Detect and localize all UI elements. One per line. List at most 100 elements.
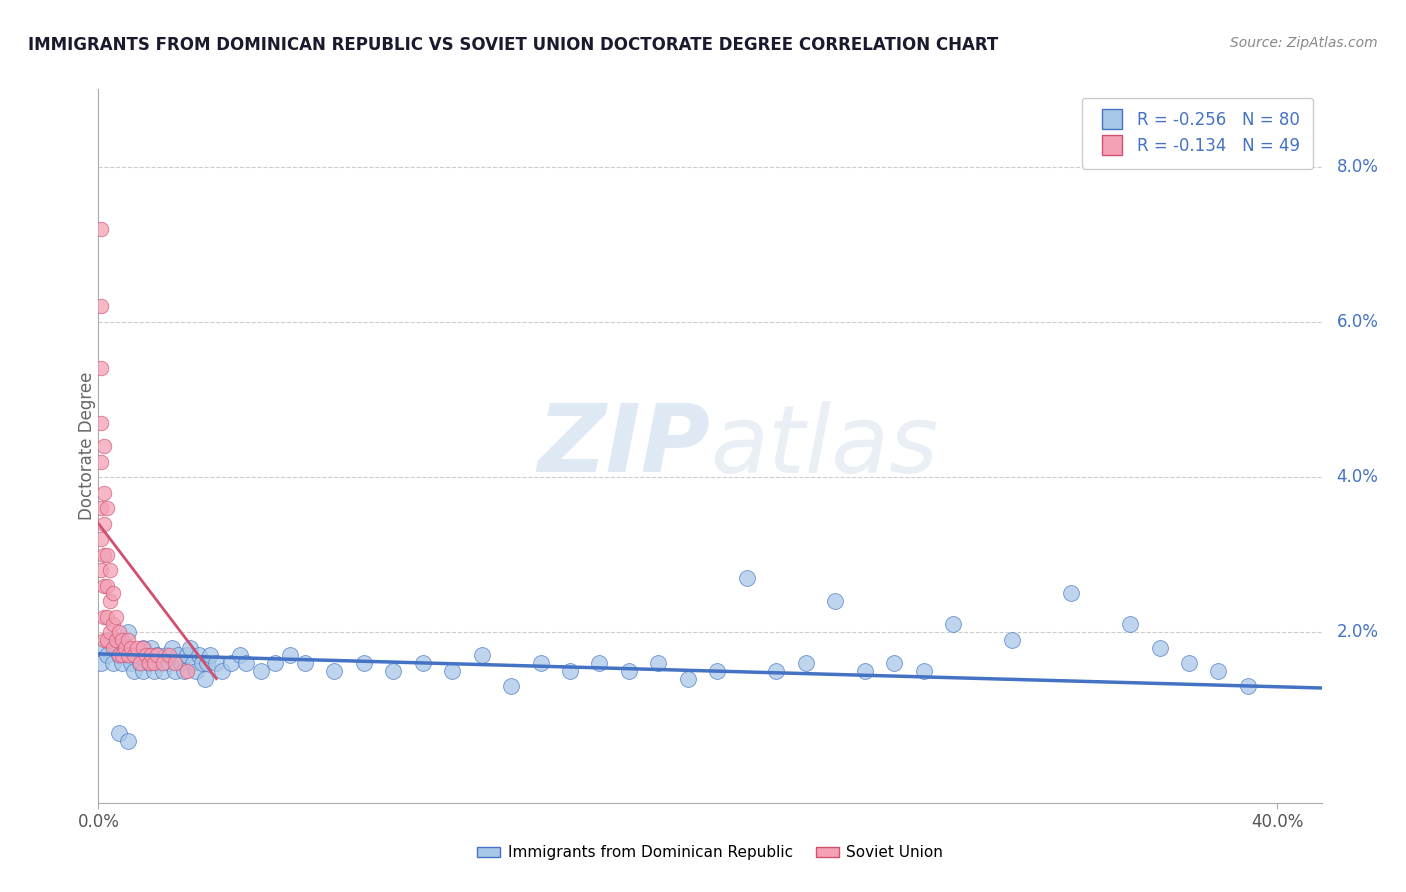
- Text: 2.0%: 2.0%: [1336, 624, 1378, 641]
- Point: [108, 625, 131, 640]
- Point: [96, 632, 118, 647]
- Point: [93, 548, 115, 562]
- Point: [120, 640, 142, 655]
- Point: [197, 656, 219, 670]
- Point: [706, 664, 728, 678]
- Point: [200, 648, 222, 663]
- Point: [125, 640, 148, 655]
- Point: [765, 664, 787, 678]
- Point: [143, 656, 166, 670]
- Point: [146, 648, 169, 663]
- Point: [382, 664, 405, 678]
- Point: [96, 548, 118, 562]
- Point: [101, 656, 124, 670]
- Point: [294, 656, 316, 670]
- Point: [187, 648, 209, 663]
- Point: [93, 579, 115, 593]
- Point: [353, 656, 375, 670]
- Point: [117, 648, 139, 663]
- Point: [278, 648, 301, 663]
- Point: [117, 625, 139, 640]
- Point: [529, 656, 551, 670]
- Point: [93, 609, 115, 624]
- Point: [90, 563, 112, 577]
- Point: [96, 648, 118, 663]
- Point: [93, 485, 115, 500]
- Point: [90, 299, 112, 313]
- Point: [1208, 664, 1230, 678]
- Point: [93, 439, 115, 453]
- Point: [114, 640, 136, 655]
- Point: [138, 656, 160, 670]
- Point: [131, 664, 153, 678]
- Point: [146, 648, 169, 663]
- Point: [141, 648, 163, 663]
- Point: [165, 664, 187, 678]
- Point: [264, 656, 287, 670]
- Point: [1060, 586, 1083, 600]
- Point: [249, 664, 271, 678]
- Point: [108, 726, 131, 740]
- Point: [170, 656, 193, 670]
- Text: ZIP: ZIP: [537, 400, 710, 492]
- Point: [152, 656, 174, 670]
- Point: [120, 656, 142, 670]
- Point: [143, 664, 166, 678]
- Point: [588, 656, 610, 670]
- Point: [176, 648, 198, 663]
- Point: [499, 680, 522, 694]
- Point: [794, 656, 817, 670]
- Point: [735, 571, 758, 585]
- Point: [111, 648, 134, 663]
- Point: [138, 656, 160, 670]
- Point: [93, 640, 115, 655]
- Point: [117, 733, 139, 747]
- Point: [193, 672, 215, 686]
- Point: [165, 656, 187, 670]
- Point: [131, 640, 153, 655]
- Point: [93, 516, 115, 531]
- Point: [90, 222, 112, 236]
- Y-axis label: Doctorate Degree: Doctorate Degree: [79, 372, 96, 520]
- Point: [90, 416, 112, 430]
- Point: [184, 664, 207, 678]
- Point: [122, 648, 145, 663]
- Point: [93, 632, 115, 647]
- Point: [157, 648, 180, 663]
- Point: [131, 640, 153, 655]
- Point: [179, 640, 201, 655]
- Point: [98, 632, 121, 647]
- Point: [105, 640, 128, 655]
- Point: [853, 664, 876, 678]
- Text: IMMIGRANTS FROM DOMINICAN REPUBLIC VS SOVIET UNION DOCTORATE DEGREE CORRELATION : IMMIGRANTS FROM DOMINICAN REPUBLIC VS SO…: [28, 36, 998, 54]
- Point: [98, 594, 121, 608]
- Point: [441, 664, 464, 678]
- Point: [205, 656, 228, 670]
- Point: [1178, 656, 1201, 670]
- Point: [219, 656, 242, 670]
- Point: [176, 664, 198, 678]
- Point: [108, 648, 131, 663]
- Point: [111, 632, 134, 647]
- Point: [229, 648, 252, 663]
- Point: [101, 640, 124, 655]
- Point: [105, 632, 128, 647]
- Point: [942, 617, 965, 632]
- Point: [558, 664, 581, 678]
- Point: [90, 532, 112, 546]
- Point: [117, 632, 139, 647]
- Point: [96, 579, 118, 593]
- Point: [90, 361, 112, 376]
- Text: 4.0%: 4.0%: [1336, 468, 1378, 486]
- Point: [90, 454, 112, 468]
- Point: [883, 656, 905, 670]
- Point: [647, 656, 669, 670]
- Point: [135, 648, 157, 663]
- Point: [114, 640, 136, 655]
- Point: [617, 664, 640, 678]
- Point: [412, 656, 434, 670]
- Point: [173, 664, 195, 678]
- Point: [149, 656, 172, 670]
- Point: [167, 648, 190, 663]
- Point: [152, 664, 174, 678]
